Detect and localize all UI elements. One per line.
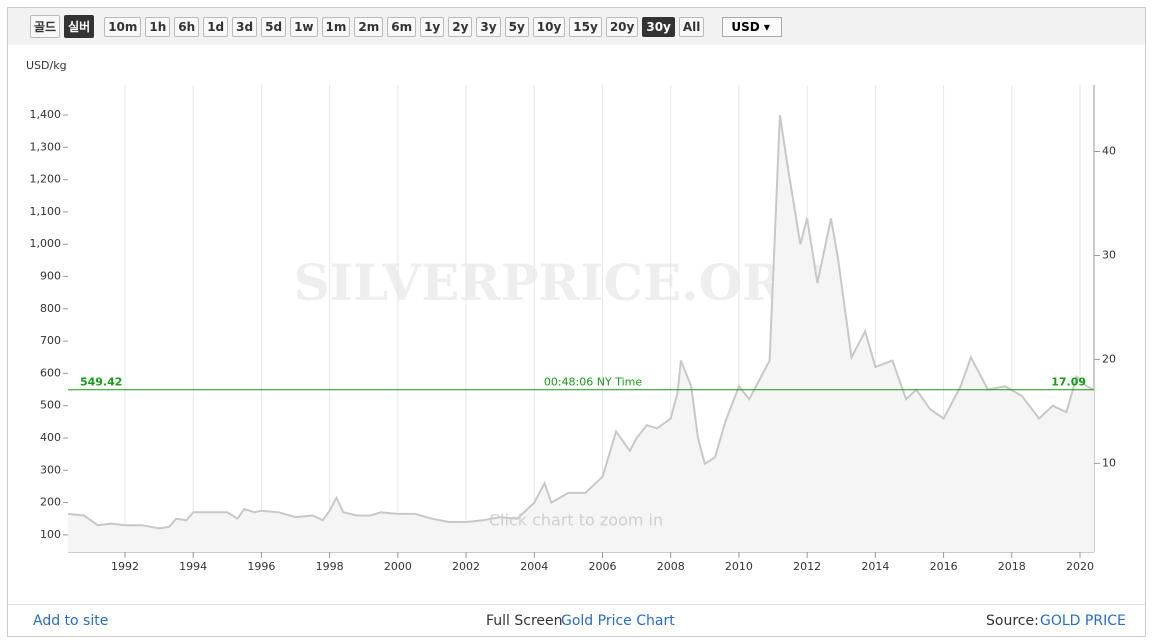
current-time-label: 00:48:06 NY Time: [544, 376, 642, 389]
y-tick-label: 1,200: [30, 173, 62, 186]
range-button[interactable]: 15y: [569, 16, 602, 37]
range-button[interactable]: 20y: [605, 16, 639, 37]
x-tick-label: 1994: [179, 560, 207, 573]
line: [67, 114, 1095, 530]
y-axis-title: USD/kg: [26, 59, 67, 72]
area: [68, 115, 1094, 552]
chart-link[interactable]: Gold Price Chart: [561, 613, 675, 629]
range-button[interactable]: All: [678, 16, 705, 37]
zoom-hint: Click chart to zoom in: [489, 511, 663, 530]
range-button[interactable]: 3d: [232, 16, 258, 37]
range-button[interactable]: 1h: [145, 16, 171, 37]
range-button[interactable]: 10m: [104, 16, 142, 37]
current-value-label: 549.42: [80, 376, 122, 389]
y-tick-label: 900: [40, 270, 61, 283]
range-button[interactable]: 5y: [504, 16, 529, 37]
y-tick-label: 500: [40, 399, 61, 412]
y-tick-label: 700: [40, 334, 61, 347]
y-tick-label: 200: [40, 496, 61, 509]
range-button[interactable]: 실버: [64, 15, 95, 38]
range-button[interactable]: 1d: [203, 16, 229, 37]
range-button[interactable]: 1y: [420, 16, 445, 37]
range-button[interactable]: 30y: [642, 16, 675, 37]
x-tick-label: 2002: [452, 560, 480, 573]
y-tick-label: 300: [40, 463, 61, 476]
y2-tick-label: 40: [1102, 145, 1116, 158]
y-tick-label: 1,300: [30, 140, 62, 153]
range-button[interactable]: 2y: [448, 16, 473, 37]
chart: SILVERPRICE.ORG 1992 1994 1996 1998 2000 2002 2…: [26, 59, 1116, 573]
range-button[interactable]: 5d: [261, 16, 287, 37]
range-button[interactable]: 2m: [354, 16, 384, 37]
x-tick-label: 2010: [725, 560, 753, 573]
x-tick-label: 2012: [793, 560, 821, 573]
range-button[interactable]: 1w: [290, 16, 318, 37]
y2-tick-label: 10: [1102, 456, 1116, 469]
x-tick-label: 1996: [247, 560, 275, 573]
x-tick-label: 2014: [861, 560, 889, 573]
current-value2-label: 17.09: [1051, 376, 1086, 389]
x-tick-label: 1992: [111, 560, 139, 573]
x-tick-label: 2000: [384, 560, 412, 573]
fullscreen-text: Full Screen: [486, 613, 563, 629]
x-tick-label: 2006: [588, 560, 616, 573]
x-tick-label: 2008: [657, 560, 685, 573]
toolbar: 골드 실버 10m 1h 6h 1d 3d 5d 1w 1m 2m 6m 1y 2y 3y 5y 10y 15y 2…: [8, 8, 1145, 45]
footer: Add to site Full Screen Gold Price Chart…: [8, 604, 1145, 629]
range-button[interactable]: 6m: [387, 16, 417, 37]
y-tick-label: 400: [40, 431, 61, 444]
range-button[interactable]: 골드: [30, 15, 61, 38]
y-tick-label: 1,000: [30, 237, 62, 250]
x-tick-label: 2020: [1066, 560, 1094, 573]
x-tick-label: 2016: [930, 560, 958, 573]
y-tick-label: 1,100: [30, 205, 62, 218]
source-text: Source:: [986, 613, 1039, 629]
x-tick-label: 1998: [316, 560, 344, 573]
currency-select[interactable]: USD ▾: [722, 16, 783, 37]
watermark: SILVERPRICE.ORG: [294, 253, 827, 312]
range-button[interactable]: 3y: [476, 16, 501, 37]
add-link[interactable]: Add to site: [33, 613, 109, 629]
chart-widget: 골드 실버 10m 1h 6h 1d 3d 5d 1w 1m 2m 6m 1y 2y 3y 5y 10y 15y 2…: [7, 7, 1146, 637]
x-tick-label: 2018: [998, 560, 1026, 573]
range-button[interactable]: 10y: [532, 16, 566, 37]
x-tick-label: 2004: [520, 560, 548, 573]
range-button[interactable]: 1m: [321, 16, 351, 37]
y-tick-label: 100: [40, 528, 61, 541]
y2-tick-label: 30: [1102, 248, 1116, 261]
y-tick-label: 800: [40, 302, 61, 315]
y-tick-label: 600: [40, 366, 61, 379]
source-link[interactable]: GOLD PRICE: [1040, 613, 1126, 629]
y-tick-label: 1,400: [30, 108, 62, 121]
y2-tick-label: 20: [1102, 352, 1116, 365]
range-button[interactable]: 6h: [174, 16, 200, 37]
